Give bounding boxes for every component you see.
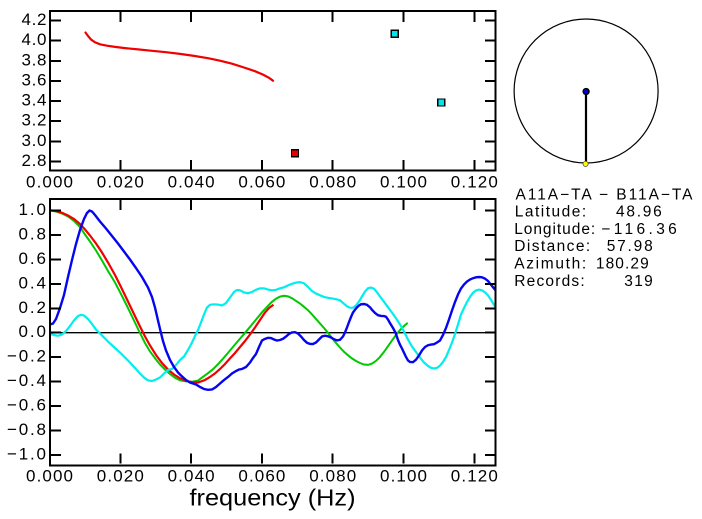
svg-text:0.060: 0.060: [238, 467, 285, 486]
svg-text:Longitude:: Longitude:: [514, 221, 595, 238]
svg-text:57.98: 57.98: [607, 238, 653, 255]
svg-text:0.080: 0.080: [309, 467, 356, 486]
svg-text:3.4: 3.4: [22, 91, 47, 110]
svg-text:0.080: 0.080: [309, 173, 356, 192]
svg-text:0.040: 0.040: [168, 173, 215, 192]
svg-text:0.120: 0.120: [451, 467, 498, 486]
svg-text:A11A−TA − B11A−TA: A11A−TA − B11A−TA: [516, 187, 694, 204]
svg-text:0.040: 0.040: [168, 467, 215, 486]
svg-text:0.120: 0.120: [451, 173, 498, 192]
svg-text:−0.6: −0.6: [7, 396, 46, 415]
svg-text:180.29: 180.29: [596, 256, 649, 273]
svg-text:0.100: 0.100: [380, 467, 427, 486]
svg-text:0.000: 0.000: [26, 173, 73, 192]
svg-text:Distance:: Distance:: [514, 238, 590, 255]
svg-text:3.0: 3.0: [22, 131, 47, 150]
svg-text:0.020: 0.020: [97, 173, 144, 192]
svg-text:4.2: 4.2: [22, 10, 47, 29]
svg-text:0.0: 0.0: [19, 322, 47, 341]
svg-text:0.8: 0.8: [19, 224, 47, 243]
svg-text:2.8: 2.8: [22, 151, 47, 170]
svg-text:−1.0: −1.0: [7, 444, 46, 463]
svg-text:3.6: 3.6: [22, 70, 47, 89]
svg-text:319: 319: [624, 273, 652, 290]
svg-text:0.100: 0.100: [380, 173, 427, 192]
svg-text:−116.36: −116.36: [601, 221, 677, 238]
svg-text:−0.8: −0.8: [7, 420, 46, 439]
svg-text:0.060: 0.060: [238, 173, 285, 192]
svg-text:Azimuth:: Azimuth:: [514, 256, 586, 273]
svg-text:3.2: 3.2: [22, 111, 47, 130]
svg-text:0.6: 0.6: [19, 249, 47, 268]
svg-text:48.96: 48.96: [616, 204, 662, 221]
svg-text:0.2: 0.2: [19, 298, 47, 317]
svg-text:frequency (Hz): frequency (Hz): [190, 485, 356, 511]
svg-text:0.4: 0.4: [19, 273, 47, 292]
svg-text:1.0: 1.0: [19, 200, 47, 219]
svg-text:Records:: Records:: [514, 273, 585, 290]
svg-text:−0.4: −0.4: [7, 371, 46, 390]
svg-text:0.020: 0.020: [97, 467, 144, 486]
svg-text:4.0: 4.0: [22, 30, 47, 49]
svg-text:−0.2: −0.2: [7, 347, 46, 366]
svg-text:0.000: 0.000: [26, 467, 73, 486]
svg-text:3.8: 3.8: [22, 50, 47, 69]
